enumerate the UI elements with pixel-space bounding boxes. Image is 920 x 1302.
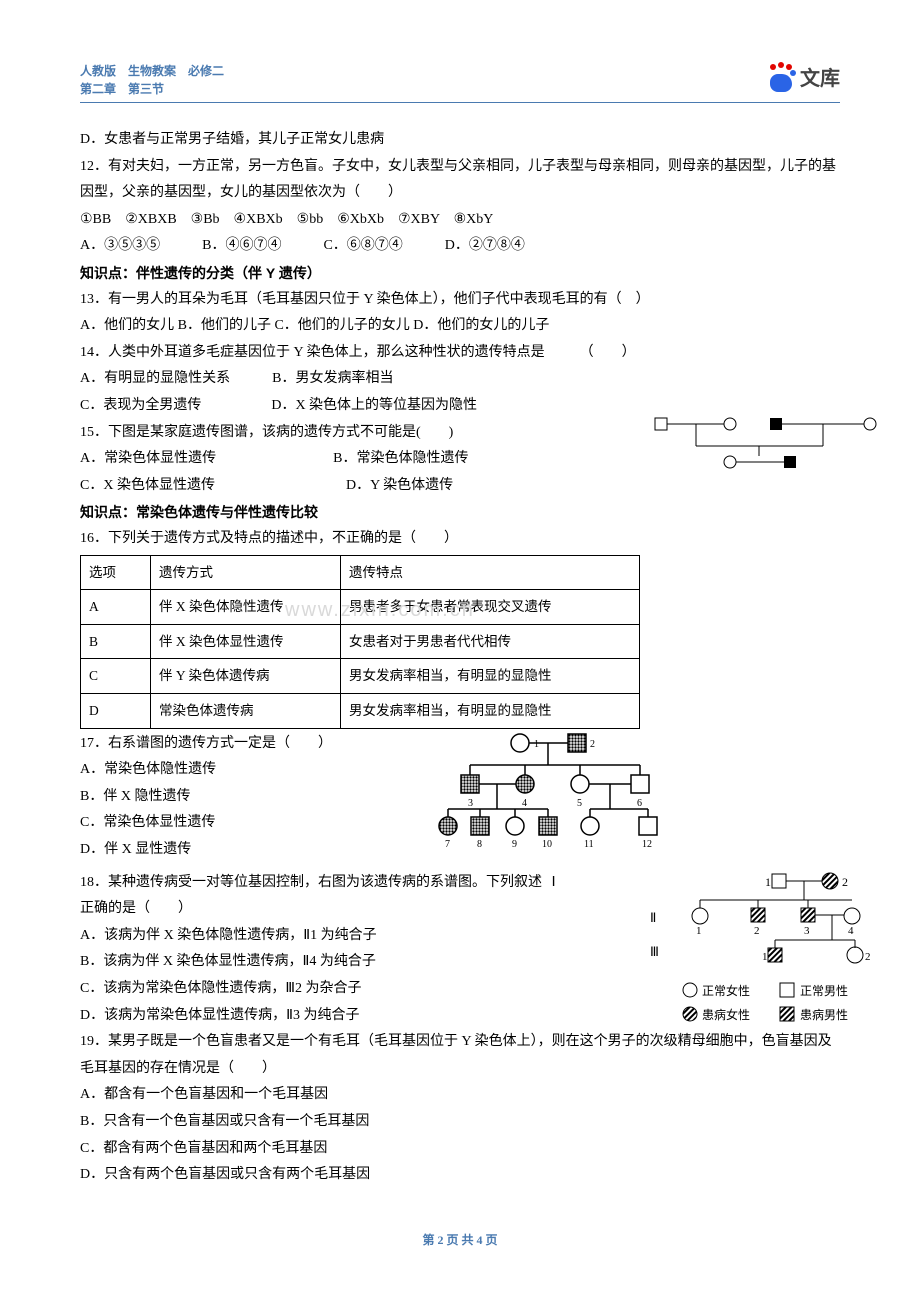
cell: 伴 Y 染色体遗传病 xyxy=(151,659,341,694)
cell: 伴 X 染色体显性遗传 xyxy=(151,624,341,659)
svg-text:1: 1 xyxy=(696,925,702,937)
q15-block: 15．下图是某家庭遗传图谱，该病的遗传方式不可能是( ) A．常染色体显性遗传 … xyxy=(80,420,840,500)
legend-nf: 正常女性 xyxy=(702,983,750,998)
legend-af: 患病女性 xyxy=(702,1007,750,1022)
q19-option-d: D．只含有两个色盲基因或只含有两个毛耳基因 xyxy=(80,1162,840,1189)
svg-text:4: 4 xyxy=(848,925,854,937)
cell: B xyxy=(81,624,151,659)
svg-text:4: 4 xyxy=(522,798,527,809)
q19-option-c: C．都含有两个色盲基因和两个毛耳基因 xyxy=(80,1136,840,1163)
q15-option-b: B．常染色体隐性遗传 xyxy=(333,451,468,466)
svg-text:Ⅱ: Ⅱ xyxy=(650,910,656,925)
svg-text:7: 7 xyxy=(445,839,450,850)
svg-text:12: 12 xyxy=(642,839,652,850)
page-header: 人教版 生物教案 必修二 第二章 第三节 文库 xyxy=(80,60,840,103)
table-row: D 常染色体遗传病 男女发病率相当，有明显的显隐性 xyxy=(81,694,640,729)
q15-pedigree-diagram xyxy=(650,414,880,472)
header-line1: 人教版 生物教案 必修二 xyxy=(80,62,224,80)
th-feature: 遗传特点 xyxy=(341,555,640,590)
header-line2: 第二章 第三节 xyxy=(80,80,224,98)
th-mode: 遗传方式 xyxy=(151,555,341,590)
svg-text:11: 11 xyxy=(584,839,594,850)
cell: C xyxy=(81,659,151,694)
svg-text:5: 5 xyxy=(577,798,582,809)
logo-text: 文库 xyxy=(800,60,840,98)
knowledge-point-2: 知识点：常染色体遗传与伴性遗传比较 xyxy=(80,499,840,526)
q14-options-ab: A．有明显的显隐性关系 B．男女发病率相当 xyxy=(80,366,840,393)
q16-table: 选项 遗传方式 遗传特点 A 伴 X 染色体隐性遗传 男患者多于女患者常表现交叉… xyxy=(80,555,640,729)
q19-option-a: A．都含有一个色盲基因和一个毛耳基因 xyxy=(80,1082,840,1109)
table-row: B 伴 X 染色体显性遗传 女患者对于男患者代代相传 xyxy=(81,624,640,659)
cell: 男女发病率相当，有明显的显隐性 xyxy=(341,694,640,729)
cell: 女患者对于男患者代代相传 xyxy=(341,624,640,659)
cell: 男患者多于女患者常表现交叉遗传 xyxy=(341,590,640,625)
q17-pedigree-diagram: 1 2 3 4 5 6 7 8 9 xyxy=(430,731,690,851)
th-option: 选项 xyxy=(81,555,151,590)
q11-option-d: D．女患者与正常男子结婚，其儿子正常女儿患病 xyxy=(80,127,840,154)
svg-text:1: 1 xyxy=(762,951,768,963)
q14-stem: 14．人类中外耳道多毛症基因位于 Y 染色体上，那么这种性状的遗传特点是 （ ） xyxy=(80,340,840,367)
q12-stem: 12．有对夫妇，一方正常，另一方色盲。子女中，女儿表型与父亲相同，儿子表型与母亲… xyxy=(80,154,840,207)
q12-numbers: ①BB ②XBXB ③Bb ④XBXb ⑤bb ⑥XbXb ⑦XBY ⑧XbY xyxy=(80,207,840,234)
header-left-text: 人教版 生物教案 必修二 第二章 第三节 xyxy=(80,62,224,98)
svg-text:8: 8 xyxy=(477,839,482,850)
page-footer: 第 2 页 共 4 页 xyxy=(80,1229,840,1252)
main-content: D．女患者与正常男子结婚，其儿子正常女儿患病 12．有对夫妇，一方正常，另一方色… xyxy=(80,127,840,1189)
q19-option-b: B．只含有一个色盲基因或只含有一个毛耳基因 xyxy=(80,1109,840,1136)
q12-options: A．③⑤③⑤ B．④⑥⑦④ C．⑥⑧⑦④ D．②⑦⑧④ xyxy=(80,233,840,260)
cell: D xyxy=(81,694,151,729)
q13-options: A．他们的女儿 B．他们的儿子 C．他们的儿子的女儿 D．他们的女儿的儿子 xyxy=(80,313,840,340)
q18-stem-text1: 18．某种遗传病受一对等位基因控制，右图为该遗传病的系谱图。下列叙述 xyxy=(80,875,542,890)
svg-text:1: 1 xyxy=(765,875,771,889)
cell: A xyxy=(81,590,151,625)
svg-text:9: 9 xyxy=(512,839,517,850)
baidu-wenku-logo: 文库 xyxy=(764,60,840,98)
q13-stem: 13．有一男人的耳朵为毛耳（毛耳基因只位于 Y 染色体上），他们子代中表现毛耳的… xyxy=(80,287,840,314)
svg-text:2: 2 xyxy=(754,925,760,937)
svg-text:2: 2 xyxy=(865,951,871,963)
svg-text:2: 2 xyxy=(842,875,848,889)
svg-text:1: 1 xyxy=(534,739,539,750)
q16-stem: 16．下列关于遗传方式及特点的描述中，不正确的是（ ） xyxy=(80,526,840,553)
q15-option-a: A．常染色体显性遗传 xyxy=(80,451,216,466)
svg-text:3: 3 xyxy=(804,925,810,937)
cell: 男女发病率相当，有明显的显隐性 xyxy=(341,659,640,694)
q18-pedigree-diagram: 1 2 Ⅱ 1 2 3 4 Ⅲ 1 2 xyxy=(650,870,880,1030)
svg-text:Ⅲ: Ⅲ xyxy=(650,944,659,959)
cell: 伴 X 染色体隐性遗传 xyxy=(151,590,341,625)
svg-text:3: 3 xyxy=(468,798,473,809)
legend-am: 患病男性 xyxy=(800,1007,848,1022)
table-row: A 伴 X 染色体隐性遗传 男患者多于女患者常表现交叉遗传 xyxy=(81,590,640,625)
svg-text:2: 2 xyxy=(590,739,595,750)
svg-text:10: 10 xyxy=(542,839,552,850)
q15-option-c: C．X 染色体显性遗传 xyxy=(80,478,215,493)
cell: 常染色体遗传病 xyxy=(151,694,341,729)
q18-block: 18．某种遗传病受一对等位基因控制，右图为该遗传病的系谱图。下列叙述 Ⅰ 正确的… xyxy=(80,870,840,1030)
q17-block: 17．右系谱图的遗传方式一定是（ ） A．常染色体隐性遗传 B．伴 X 隐性遗传… xyxy=(80,731,840,864)
paw-icon xyxy=(764,62,798,96)
q15-option-d: D．Y 染色体遗传 xyxy=(346,478,453,493)
q15-options-row2: C．X 染色体显性遗传 D．Y 染色体遗传 xyxy=(80,473,840,500)
table-row: C 伴 Y 染色体遗传病 男女发病率相当，有明显的显隐性 xyxy=(81,659,640,694)
q19-stem: 19．某男子既是一个色盲患者又是一个有毛耳（毛耳基因位于 Y 染色体上），则在这… xyxy=(80,1029,840,1082)
knowledge-point-1: 知识点：伴性遗传的分类（伴 Y 遗传） xyxy=(80,260,840,287)
svg-text:6: 6 xyxy=(637,798,642,809)
table-row: 选项 遗传方式 遗传特点 xyxy=(81,555,640,590)
legend-nm: 正常男性 xyxy=(800,984,848,998)
q16-table-wrap: www.zixin.com.cn 选项 遗传方式 遗传特点 A 伴 X 染色体隐… xyxy=(80,555,840,729)
